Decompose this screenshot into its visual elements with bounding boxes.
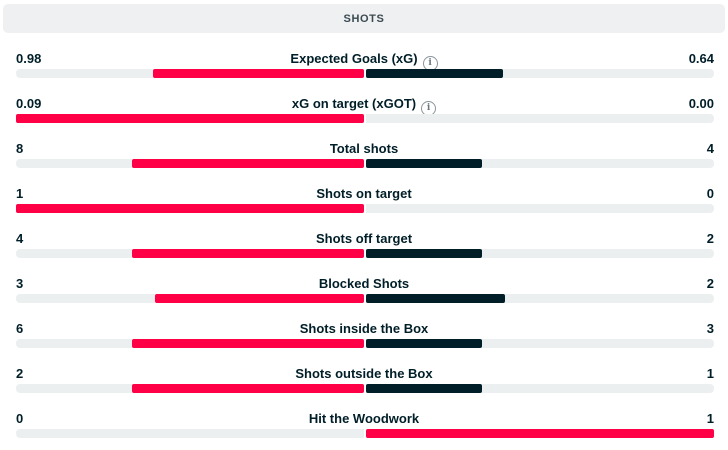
- away-value: 0.64: [688, 51, 714, 66]
- stat-label: Total shots: [0, 141, 728, 157]
- home-value: 1: [16, 186, 24, 201]
- home-bar-fill: [132, 384, 364, 393]
- away-value: 1: [706, 411, 714, 426]
- stat-label-text: Hit the Woodwork: [308, 411, 420, 426]
- away-bar-fill: [366, 69, 503, 78]
- home-value: 0.98: [16, 51, 42, 66]
- stat-row: 2 Shots outside the Box 1: [0, 360, 728, 405]
- stat-label: xG on target (xGOT) i: [0, 96, 728, 116]
- stat-row: 8 Total shots 4: [0, 135, 728, 180]
- stat-label: Hit the Woodwork: [0, 411, 728, 427]
- away-value: 2: [706, 231, 714, 246]
- home-bar-fill: [16, 114, 364, 123]
- away-bar-track: [366, 294, 714, 303]
- stat-label-text: Shots inside the Box: [299, 321, 429, 336]
- away-bar-track: [366, 249, 714, 258]
- away-bar-track: [366, 204, 714, 213]
- home-bar-track: [16, 294, 364, 303]
- home-bar-fill: [16, 204, 364, 213]
- home-value: 8: [16, 141, 24, 156]
- stat-row: 0 Hit the Woodwork 1: [0, 405, 728, 450]
- section-header-shots: SHOTS: [3, 4, 725, 33]
- stat-row: 0.98 Expected Goals (xG) i 0.64: [0, 45, 728, 90]
- home-bar-fill: [132, 249, 364, 258]
- away-bar-track: [366, 159, 714, 168]
- stat-label-text: Expected Goals (xG): [290, 51, 418, 66]
- away-bar-track: [366, 384, 714, 393]
- away-value: 3: [706, 321, 714, 336]
- away-bar-fill: [366, 294, 505, 303]
- home-bar-track: [16, 429, 364, 438]
- away-bar-fill: [366, 429, 714, 438]
- away-bar-fill: [366, 339, 482, 348]
- stat-label-text: Shots off target: [315, 231, 413, 246]
- away-bar-fill: [366, 384, 482, 393]
- stat-label: Shots inside the Box: [0, 321, 728, 337]
- away-bar-track: [366, 429, 714, 438]
- home-value: 0.09: [16, 96, 42, 111]
- home-bar-fill: [132, 159, 364, 168]
- away-bar-track: [366, 114, 714, 123]
- stat-label-text: Total shots: [329, 141, 399, 156]
- home-bar-track: [16, 249, 364, 258]
- home-bar-track: [16, 114, 364, 123]
- stat-label: Shots on target: [0, 186, 728, 202]
- home-value: 2: [16, 366, 24, 381]
- stat-label-text: Shots on target: [316, 186, 412, 201]
- stat-row: 1 Shots on target 0: [0, 180, 728, 225]
- home-value: 4: [16, 231, 24, 246]
- home-bar-track: [16, 204, 364, 213]
- away-value: 2: [706, 276, 714, 291]
- stat-row: 3 Blocked Shots 2: [0, 270, 728, 315]
- home-value: 3: [16, 276, 24, 291]
- stat-label: Shots outside the Box: [0, 366, 728, 382]
- section-title: SHOTS: [343, 12, 385, 25]
- home-value: 0: [16, 411, 24, 426]
- home-bar-track: [16, 384, 364, 393]
- home-bar-fill: [155, 294, 364, 303]
- home-bar-track: [16, 159, 364, 168]
- stat-label: Expected Goals (xG) i: [0, 51, 728, 71]
- away-bar-fill: [366, 249, 482, 258]
- stat-row: 6 Shots inside the Box 3: [0, 315, 728, 360]
- away-bar-fill: [366, 159, 482, 168]
- home-bar-fill: [153, 69, 364, 78]
- away-value: 0: [706, 186, 714, 201]
- away-value: 0.00: [688, 96, 714, 111]
- stat-label-text: Blocked Shots: [318, 276, 410, 291]
- home-value: 6: [16, 321, 24, 336]
- away-bar-track: [366, 339, 714, 348]
- stats-list: 0.98 Expected Goals (xG) i 0.64 0.09 xG on ta…: [0, 45, 728, 450]
- home-bar-track: [16, 339, 364, 348]
- home-bar-fill: [132, 339, 364, 348]
- stat-label: Shots off target: [0, 231, 728, 247]
- stat-label: Blocked Shots: [0, 276, 728, 292]
- stat-row: 0.09 xG on target (xGOT) i 0.00: [0, 90, 728, 135]
- away-value: 4: [706, 141, 714, 156]
- away-value: 1: [706, 366, 714, 381]
- stat-label-text: xG on target (xGOT): [291, 96, 417, 111]
- stat-label-text: Shots outside the Box: [295, 366, 433, 381]
- home-bar-track: [16, 69, 364, 78]
- away-bar-track: [366, 69, 714, 78]
- stat-row: 4 Shots off target 2: [0, 225, 728, 270]
